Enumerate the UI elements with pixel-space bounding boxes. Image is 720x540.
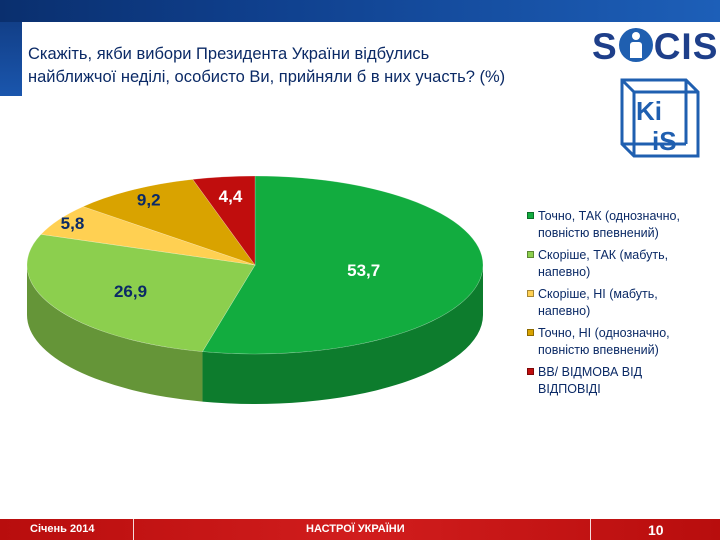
slice-definitely-no-label: 9,2 (137, 191, 161, 210)
slice-rather-no-top (40, 206, 256, 266)
footer-bar: Січень 2014 НАСТРОЇ УКРАЇНИ 10 (0, 519, 720, 540)
legend-item-definitely-yes: Точно, ТАК (однозначно, повністю впевнен… (527, 208, 717, 242)
footer-title: НАСТРОЇ УКРАЇНИ (306, 523, 405, 535)
chart-legend: Точно, ТАК (однозначно, повністю впевнен… (527, 208, 717, 403)
slice-definitely-yes-top (201, 175, 484, 355)
legend-label: Точно, ТАК (однозначно, (538, 209, 680, 223)
slide-title-line-1: Скажіть, якби вибори Президента України … (28, 45, 430, 63)
legend-swatch (527, 251, 534, 258)
legend-label: Скоріше, НІ (мабуть, (538, 287, 658, 301)
legend-label: Точно, НІ (однозначно, (538, 326, 670, 340)
title-accent-bar (0, 22, 22, 96)
legend-item-refused: ВВ/ ВІДМОВА ВІД ВІДПОВІДІ (527, 364, 717, 398)
legend-swatch (527, 212, 534, 219)
slice-refused-label: 4,4 (219, 187, 243, 206)
kiis-logo: Ki iS (620, 78, 700, 158)
slice-rather-yes-label: 26,9 (114, 282, 147, 301)
slice-definitely-yes-side (202, 265, 484, 405)
legend-swatch (527, 290, 534, 297)
legend-item-definitely-no: Точно, НІ (однозначно, повністю впевнени… (527, 325, 717, 359)
slice-definitely-no-top (82, 179, 256, 266)
legend-swatch (527, 329, 534, 336)
person-icon (618, 28, 653, 62)
legend-label: ВІДПОВІДІ (538, 382, 601, 396)
legend-swatch (527, 368, 534, 375)
slice-rather-no-label: 5,8 (61, 214, 85, 233)
footer-date: Січень 2014 (30, 523, 95, 535)
slice-rather-yes-side (27, 265, 203, 402)
legend-item-rather-yes: Скоріше, ТАК (мабуть, напевно) (527, 247, 717, 281)
slice-refused-top (192, 175, 256, 266)
legend-label: ВВ/ ВІДМОВА ВІД (538, 365, 643, 379)
legend-label: напевно) (538, 265, 591, 279)
legend-label: напевно) (538, 304, 591, 318)
slice-definitely-yes-label: 53,7 (347, 261, 380, 280)
svg-text:iS: iS (652, 126, 677, 156)
top-banner (0, 0, 720, 22)
legend-label: Скоріше, ТАК (мабуть, (538, 248, 669, 262)
legend-label: повністю впевнений) (538, 343, 659, 357)
slide-title-line-2: найближчої неділі, особисто Ви, прийняли… (28, 68, 506, 86)
legend-item-rather-no: Скоріше, НІ (мабуть, напевно) (527, 286, 717, 320)
legend-label: повністю впевнений) (538, 226, 659, 240)
footer-divider (133, 519, 134, 540)
footer-divider (590, 519, 591, 540)
svg-text:Ki: Ki (636, 96, 662, 126)
page-number: 10 (648, 522, 664, 538)
slice-rather-yes-top (26, 234, 256, 352)
socis-logo: S CIS (592, 26, 719, 67)
slide-title: Скажіть, якби вибори Президента України … (28, 43, 568, 89)
